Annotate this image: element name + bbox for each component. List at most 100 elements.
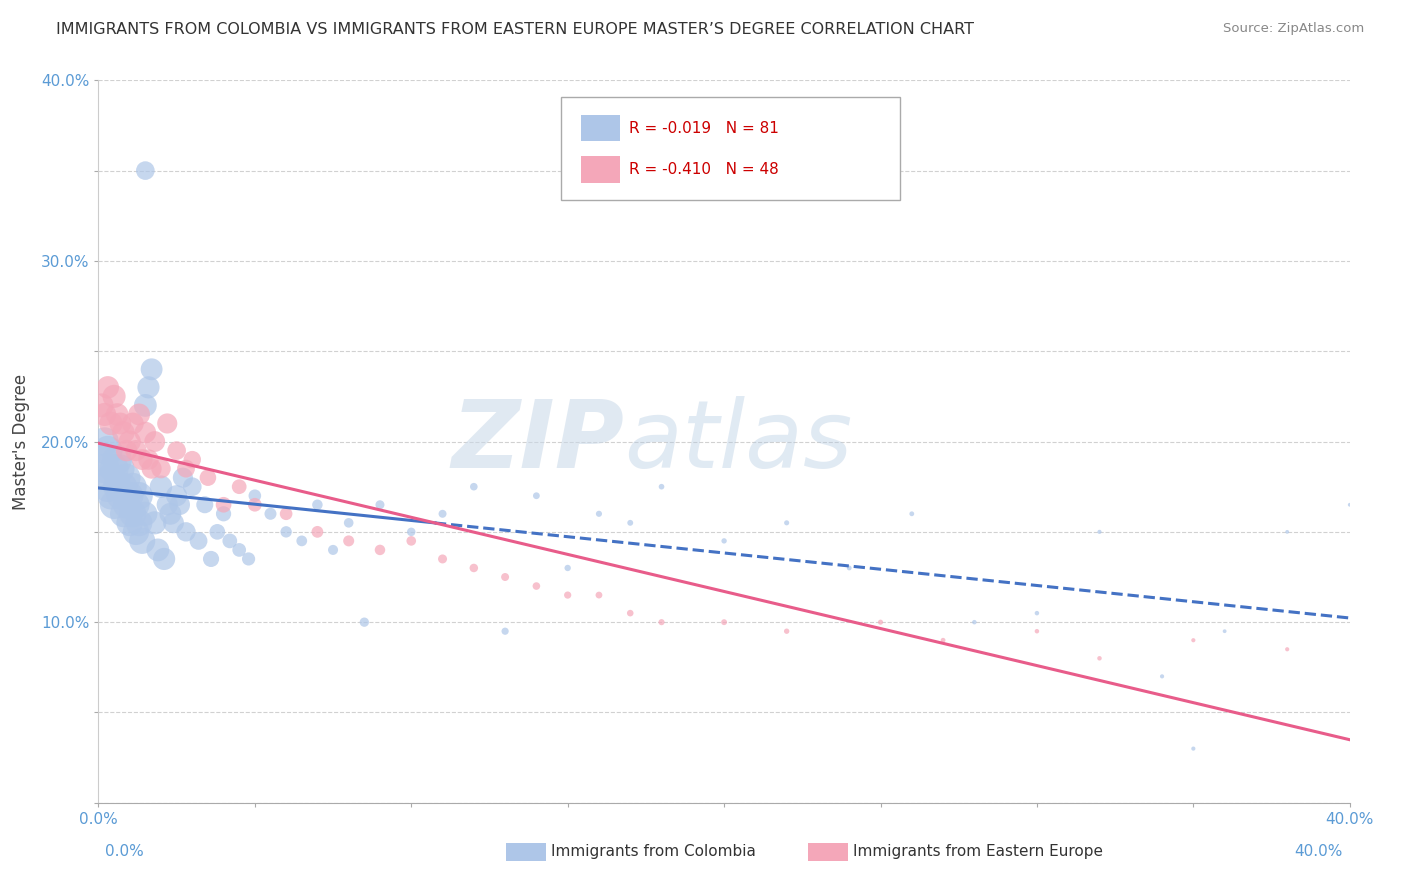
Point: [125, 524, 148, 539]
Point: [557, 588, 579, 602]
Point: [118, 516, 141, 530]
Point: [121, 507, 143, 521]
Point: [121, 480, 143, 494]
Point: [557, 561, 579, 575]
Point: [337, 533, 360, 548]
Point: [103, 389, 125, 403]
Point: [187, 533, 209, 548]
Point: [103, 461, 125, 475]
Point: [97, 443, 120, 458]
Point: [243, 489, 266, 503]
Text: R = -0.019   N = 81: R = -0.019 N = 81: [630, 120, 779, 136]
Point: [207, 524, 229, 539]
Point: [368, 542, 391, 557]
Point: [243, 498, 266, 512]
Point: [172, 471, 194, 485]
Point: [100, 417, 122, 431]
Point: [93, 434, 115, 449]
Point: [650, 615, 672, 630]
Point: [169, 498, 191, 512]
Point: [1182, 633, 1205, 648]
Point: [869, 615, 891, 630]
Point: [526, 489, 548, 503]
Point: [143, 516, 166, 530]
Point: [1088, 524, 1111, 539]
Point: [259, 507, 281, 521]
Point: [97, 380, 120, 394]
Point: [463, 561, 485, 575]
Text: 40.0%: 40.0%: [1295, 845, 1343, 859]
Point: [218, 533, 240, 548]
Point: [159, 507, 181, 521]
Point: [307, 524, 329, 539]
Point: [212, 507, 235, 521]
Point: [174, 461, 197, 475]
Text: Immigrants from Colombia: Immigrants from Colombia: [551, 845, 756, 859]
Point: [134, 398, 156, 412]
Text: IMMIGRANTS FROM COLOMBIA VS IMMIGRANTS FROM EASTERN EUROPE MASTER’S DEGREE CORRE: IMMIGRANTS FROM COLOMBIA VS IMMIGRANTS F…: [56, 22, 974, 37]
Point: [110, 489, 132, 503]
Point: [238, 552, 260, 566]
Point: [274, 507, 298, 521]
Point: [212, 498, 235, 512]
Point: [307, 498, 329, 512]
Point: [1026, 624, 1049, 639]
Point: [112, 425, 135, 440]
Point: [134, 507, 156, 521]
Point: [776, 624, 799, 639]
Point: [100, 489, 122, 503]
Point: [134, 163, 156, 178]
Point: [963, 615, 986, 630]
Point: [131, 452, 153, 467]
Point: [112, 507, 135, 521]
Point: [619, 606, 641, 620]
Point: [118, 434, 141, 449]
Point: [776, 516, 799, 530]
Point: [125, 443, 148, 458]
Point: [401, 524, 423, 539]
Point: [494, 570, 516, 584]
Point: [1088, 651, 1111, 665]
Point: [121, 417, 143, 431]
Point: [1339, 498, 1361, 512]
Point: [1277, 642, 1299, 657]
Point: [138, 452, 160, 467]
Point: [105, 452, 128, 467]
Point: [141, 461, 163, 475]
Point: [162, 516, 184, 530]
Point: [1213, 624, 1236, 639]
Point: [932, 633, 955, 648]
Text: Source: ZipAtlas.com: Source: ZipAtlas.com: [1223, 22, 1364, 36]
Point: [1026, 606, 1049, 620]
Y-axis label: Master's Degree: Master's Degree: [11, 374, 30, 509]
Point: [90, 398, 112, 412]
Point: [125, 498, 148, 512]
Point: [97, 480, 120, 494]
Point: [174, 524, 197, 539]
Point: [588, 507, 610, 521]
Point: [197, 471, 219, 485]
Text: 0.0%: 0.0%: [105, 845, 145, 859]
Point: [100, 471, 122, 485]
Point: [494, 624, 516, 639]
Point: [143, 434, 166, 449]
Point: [322, 542, 344, 557]
Point: [432, 507, 454, 521]
Point: [200, 552, 222, 566]
Point: [291, 533, 314, 548]
Point: [1277, 524, 1299, 539]
Point: [194, 498, 217, 512]
Point: [401, 533, 423, 548]
Point: [463, 480, 485, 494]
Point: [90, 452, 112, 467]
Point: [156, 417, 179, 431]
Point: [274, 524, 298, 539]
Point: [713, 615, 735, 630]
Point: [146, 542, 169, 557]
Point: [228, 542, 250, 557]
Text: atlas: atlas: [624, 396, 852, 487]
Point: [1152, 669, 1174, 683]
Point: [103, 498, 125, 512]
Point: [115, 498, 138, 512]
Point: [110, 417, 132, 431]
